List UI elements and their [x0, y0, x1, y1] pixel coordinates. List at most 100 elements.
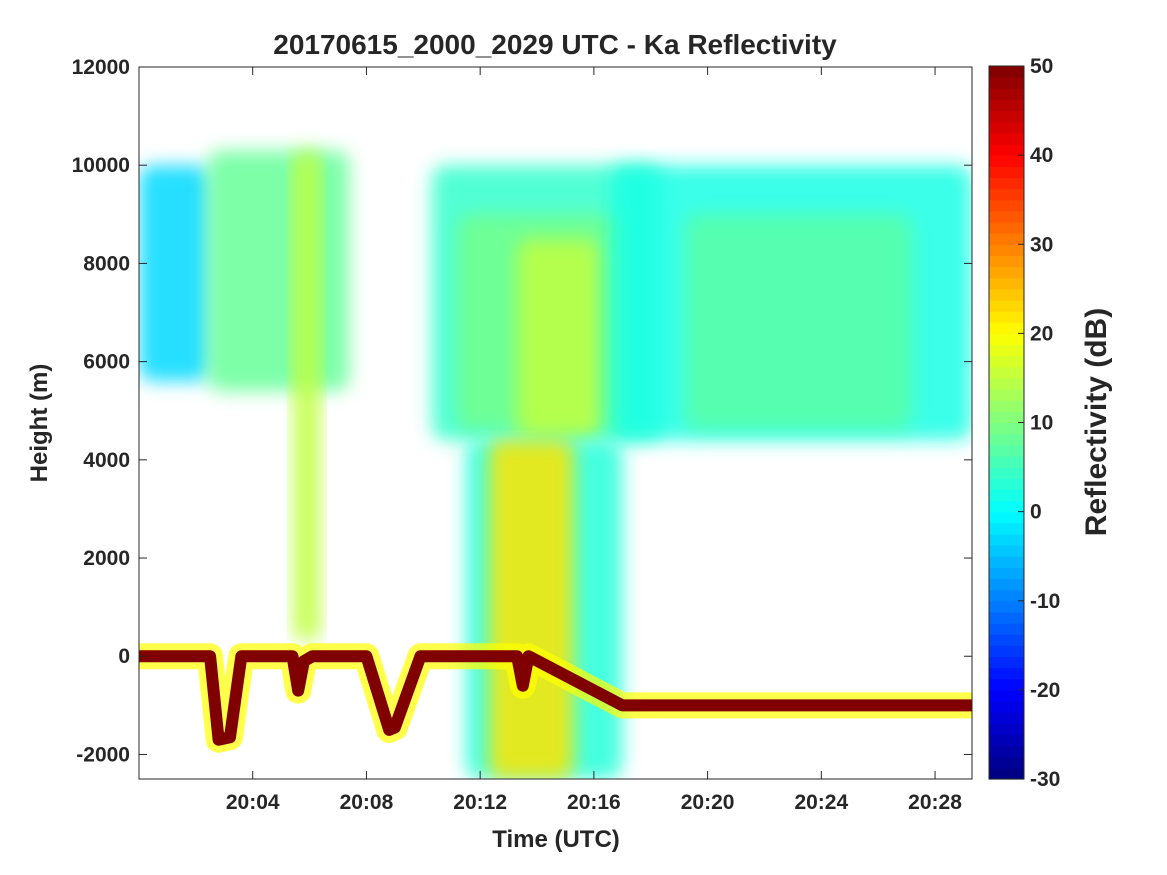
colorbar-segment [989, 723, 1024, 736]
colorbar-segment [989, 578, 1024, 591]
colorbar-segment [989, 299, 1024, 312]
colorbar-segment [989, 656, 1024, 669]
y-tick-label: 4000 [83, 449, 130, 472]
colorbar-segment [989, 467, 1024, 479]
colorbar-segment [989, 277, 1024, 290]
x-tick-label: 20:08 [340, 791, 394, 814]
colorbar-segment [989, 411, 1024, 424]
colorbar-segment [989, 233, 1024, 245]
x-tick-label: 20:28 [908, 791, 962, 814]
colorbar-segment [989, 455, 1024, 468]
colorbar-segment [989, 132, 1024, 145]
y-tick-label: 2000 [83, 547, 130, 570]
colorbar-segment [989, 166, 1024, 179]
colorbar-segment [989, 244, 1024, 256]
colorbar-tick-label: 40 [1030, 144, 1053, 167]
colorbar-segment [989, 155, 1024, 167]
colorbar-tick-label: 50 [1030, 55, 1053, 78]
colorbar-tick-label: 30 [1030, 233, 1053, 256]
colorbar-segment [989, 110, 1024, 123]
colorbar-segment [989, 143, 1024, 156]
y-tick-label: 0 [118, 645, 130, 668]
colorbar-segment [989, 121, 1024, 134]
colorbar-segment [989, 745, 1024, 758]
colorbar-frame [988, 65, 1025, 780]
colorbar-segment [989, 99, 1024, 112]
x-tick-label: 20:04 [226, 791, 280, 814]
colorbar-segment [989, 567, 1024, 580]
y-tick-label: 8000 [83, 252, 130, 275]
colorbar-segment [989, 255, 1024, 268]
colorbar-ticks: -30 -20 -10 0 10 20 30 40 50 [1018, 55, 1060, 791]
echo-region [292, 150, 321, 642]
colorbar-segment [989, 611, 1024, 624]
echo-region [207, 150, 350, 392]
colorbar-segment [989, 389, 1024, 401]
colorbar-segment [989, 667, 1024, 680]
colorbar-segment [989, 66, 1024, 78]
colorbar-segment [989, 422, 1024, 435]
colorbar-tick-label: -30 [1030, 768, 1060, 791]
y-tick-label: 6000 [83, 351, 130, 374]
colorbar-segment [989, 188, 1024, 201]
colorbar-segment [989, 678, 1024, 691]
colorbar-segment [989, 444, 1024, 457]
colorbar-segment [989, 545, 1024, 557]
colorbar-tick-label: -10 [1030, 590, 1060, 613]
surface-return-layer [139, 643, 972, 753]
colorbar-segment [989, 478, 1024, 490]
echo-region [517, 238, 600, 441]
colorbar-segment [989, 489, 1024, 502]
colorbar-segment [989, 600, 1024, 613]
echo-region [139, 165, 211, 382]
colorbar-segment [989, 333, 1024, 346]
x-tick-label: 20:20 [681, 791, 735, 814]
colorbar-segment [989, 199, 1024, 212]
colorbar-segment [989, 355, 1024, 368]
colorbar-segment [989, 500, 1024, 513]
plot-frame [138, 66, 973, 780]
colorbar-segment [989, 756, 1024, 769]
echo-region [684, 214, 913, 431]
colorbar-segment [989, 734, 1024, 747]
colorbar-segment [989, 433, 1024, 446]
colorbar-segment [989, 288, 1024, 301]
colorbar-segment [989, 712, 1024, 724]
y-tick-label: 12000 [72, 56, 130, 79]
colorbar-tick-label: 10 [1030, 412, 1053, 435]
colorbar-segment [989, 177, 1024, 190]
colorbar [989, 66, 1024, 780]
surface-return-line [139, 650, 972, 746]
colorbar-segment [989, 522, 1024, 535]
colorbar-label: Reflectivity (dB) [1080, 308, 1113, 536]
colorbar-segment [989, 511, 1024, 524]
colorbar-segment [989, 689, 1024, 702]
chart-title: 20170615_2000_2029 UTC - Ka Reflectivity [273, 29, 837, 60]
x-tick-label: 20:12 [453, 791, 507, 814]
colorbar-segment [989, 311, 1024, 323]
colorbar-segment [989, 556, 1024, 568]
colorbar-segment [989, 767, 1024, 780]
colorbar-segment [989, 88, 1024, 101]
colorbar-segment [989, 322, 1024, 334]
colorbar-tick-label: -20 [1030, 679, 1060, 702]
colorbar-segment [989, 400, 1024, 412]
colorbar-segment [989, 366, 1024, 379]
colorbar-tick-label: 0 [1030, 501, 1042, 524]
x-axis: 20:04 20:08 20:12 20:16 20:20 20:24 20:28 [226, 67, 962, 814]
colorbar-segment [989, 701, 1024, 713]
colorbar-segment [989, 266, 1024, 279]
colorbar-segment [989, 533, 1024, 546]
x-tick-label: 20:16 [567, 791, 621, 814]
y-axis: -2000 0 2000 4000 6000 8000 10000 12000 [72, 56, 972, 766]
y-tick-label: 10000 [72, 154, 130, 177]
colorbar-segment [989, 589, 1024, 602]
colorbar-segment [989, 634, 1024, 646]
colorbar-segment [989, 377, 1024, 390]
colorbar-segment [989, 623, 1024, 635]
y-axis-label: Height (m) [26, 364, 53, 483]
colorbar-segment [989, 344, 1024, 357]
x-tick-label: 20:24 [794, 791, 848, 814]
colorbar-segment [989, 645, 1024, 658]
